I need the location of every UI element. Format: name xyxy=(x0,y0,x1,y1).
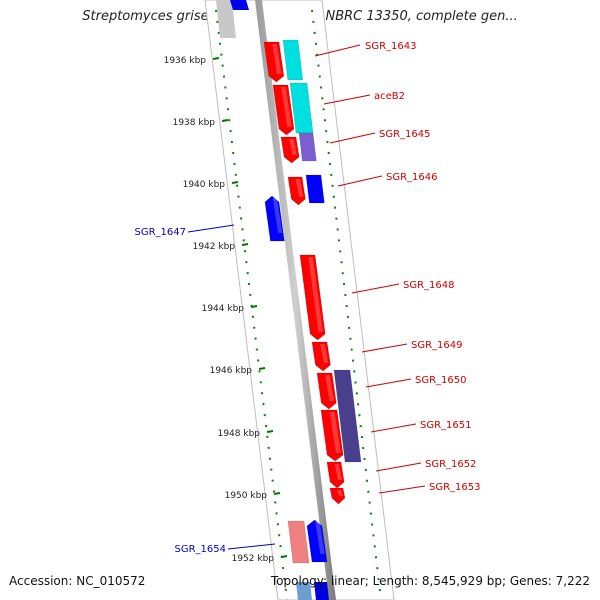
gene-arrow-sgr-1643-highlight xyxy=(272,44,282,74)
gene-label-leader xyxy=(361,343,408,353)
scale-tick-mark xyxy=(273,492,281,495)
gene-block-sgr-1650-purple[interactable] xyxy=(333,369,362,463)
gene-block-sgr-1643-cyan[interactable] xyxy=(282,39,304,81)
gene-label-leader xyxy=(337,175,383,187)
gene-arrow-sgr-1654[interactable] xyxy=(306,519,328,563)
gene-arrow-sgr-1653-highlight xyxy=(337,490,343,496)
gene-arrow-sgr-1645-highlight xyxy=(289,139,297,155)
scale-tick-label: 1944 kbp xyxy=(202,304,245,314)
gene-features[interactable] xyxy=(263,39,362,564)
scale-tick-label: 1940 kbp xyxy=(183,180,226,190)
gene-block-sgr-1645-purple[interactable] xyxy=(298,132,317,162)
gene-label[interactable]: SGR_1651 xyxy=(420,420,472,431)
scale-tick-label: 1952 kbp xyxy=(232,554,275,564)
scale-dotted-lines xyxy=(215,9,382,600)
gene-arrow-sgr-1646[interactable] xyxy=(287,176,306,206)
gene-arrow-sgr-1646-highlight xyxy=(295,179,304,197)
gene-block-sgr-1646-blue[interactable] xyxy=(305,174,325,204)
gene-label[interactable]: SGR_1647 xyxy=(135,227,187,238)
scale-tick-mark xyxy=(280,555,288,558)
gene-arrow-sgr-1654-highlight xyxy=(315,522,325,554)
gene-label[interactable]: SGR_1648 xyxy=(403,280,455,291)
gene-arrow-sgr-1643[interactable] xyxy=(263,41,285,83)
scale-tick-mark xyxy=(258,367,266,370)
gene-label[interactable]: SGR_1649 xyxy=(411,340,463,351)
scale-tick-label: 1950 kbp xyxy=(225,491,268,501)
gene-label-leader xyxy=(378,485,426,494)
scale-tick-label: 1936 kbp xyxy=(164,56,207,66)
scale-tick-mark xyxy=(231,181,239,184)
gene-arrow-sgr-1651[interactable] xyxy=(320,409,344,462)
scale-tick-mark xyxy=(241,243,249,246)
gene-arrow-sgr-1652-highlight xyxy=(334,464,343,480)
gene-label[interactable]: SGR_1646 xyxy=(386,172,438,183)
scale-tick-label: 1938 kbp xyxy=(173,118,216,128)
gene-label[interactable]: aceB2 xyxy=(374,91,405,102)
gene-arrow-sgr-1651-highlight xyxy=(329,412,341,453)
gene-arrow-sgr-1645[interactable] xyxy=(280,136,300,164)
scale-tick-label: 1946 kbp xyxy=(210,366,253,376)
scale-tick-label: 1948 kbp xyxy=(218,429,261,439)
edge-genes xyxy=(216,0,329,600)
gene-label[interactable]: SGR_1643 xyxy=(365,41,417,52)
gene-label-leader xyxy=(314,44,361,57)
gene-arrow-sgr-1649-highlight xyxy=(320,344,329,363)
gene-label-leader xyxy=(227,543,276,550)
scale-tick-label: 1942 kbp xyxy=(193,242,236,252)
gene-arrow-sgr-1650-highlight xyxy=(325,375,335,401)
gene-label[interactable]: SGR_1652 xyxy=(425,459,477,470)
gene-label[interactable]: SGR_1645 xyxy=(379,129,431,140)
gene-arrow-sgr-1647-highlight xyxy=(272,198,283,233)
genome-stats-text: Topology: linear; Length: 8,545,929 bp; … xyxy=(270,574,590,588)
accession-text: Accession: NC_010572 xyxy=(9,574,146,588)
scale-tick-mark xyxy=(266,430,274,433)
gene-label[interactable]: SGR_1654 xyxy=(175,544,227,555)
gene-label-leader xyxy=(365,378,412,388)
gene-arrow-acebE[interactable] xyxy=(272,84,295,136)
gene-label[interactable]: SGR_1650 xyxy=(415,375,467,386)
scale-ticks: 1936 kbp 1938 kbp 1940 kbp 1942 kbp 1944 kbp… xyxy=(164,56,288,564)
gene-arrow-sgr-1649[interactable] xyxy=(311,341,331,372)
gene-arrow-sgr-1650[interactable] xyxy=(316,372,337,410)
gene-label[interactable]: SGR_1653 xyxy=(429,482,481,493)
gene-label-leader xyxy=(323,94,371,105)
gene-labels: SGR_1643 aceB2 SGR_1645 SGR_1646 SGR_1647 SGR… xyxy=(135,41,481,555)
gene-label-leader xyxy=(187,224,235,233)
gene-arrow-acebE-highlight xyxy=(281,87,292,127)
gene-label-leader xyxy=(351,283,400,294)
gene-label-leader xyxy=(375,462,422,472)
gene-label-leader xyxy=(329,132,376,144)
gene-block-sgr-1654-pink[interactable] xyxy=(287,520,310,564)
gene-arrow-sgr-1653[interactable] xyxy=(329,487,346,505)
scale-tick-mark xyxy=(221,119,229,122)
gene-arrow-sgr-1648-highlight xyxy=(308,257,323,332)
gene-arrow-sgr-1647[interactable] xyxy=(264,195,285,242)
sequence-backbone xyxy=(255,0,336,600)
gene-arrow-sgr-1648[interactable] xyxy=(299,254,326,341)
scale-tick-mark xyxy=(212,57,220,60)
gene-arrow-sgr-1652[interactable] xyxy=(326,461,345,489)
scale-tick-mark xyxy=(250,305,258,308)
gene-label-leader xyxy=(370,423,417,433)
